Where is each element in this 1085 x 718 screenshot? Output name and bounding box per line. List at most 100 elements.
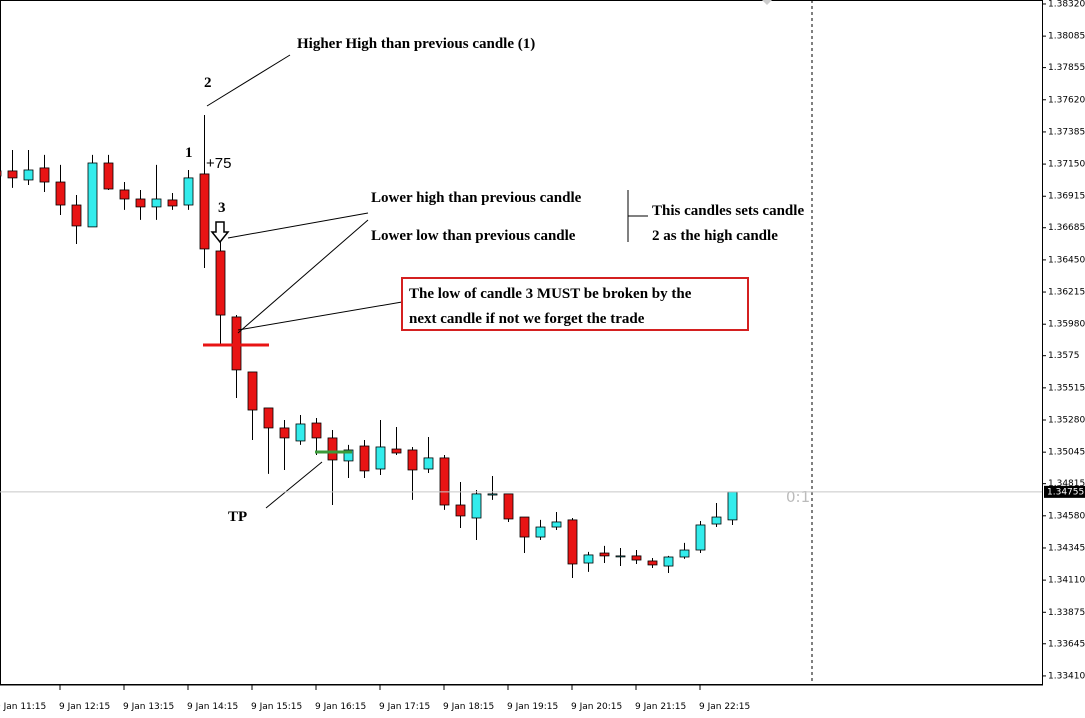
- x-tick-label: 9 Jan 20:15: [571, 702, 622, 712]
- candle-body: [87, 162, 98, 228]
- candle-body: [679, 549, 690, 558]
- pointer-line: [237, 219, 369, 334]
- candle-body: [455, 504, 466, 517]
- y-tick-label: 1.36215: [1048, 288, 1085, 298]
- annotation: next candle if not we forget the trade: [409, 311, 645, 327]
- y-tick-label: 1.35980: [1048, 320, 1085, 330]
- price-label-box: [1044, 485, 1085, 498]
- x-tick-label: 9 Jan 19:15: [507, 702, 558, 712]
- down-arrow: [210, 221, 230, 244]
- annotation: Lower low than previous candle: [371, 228, 576, 244]
- candle-body: [663, 556, 674, 567]
- candle-body: [375, 446, 386, 470]
- candle-body: [343, 449, 354, 462]
- candle-body: [503, 493, 514, 520]
- annotation: 2 as the high candle: [652, 228, 778, 244]
- candle-body: [535, 526, 546, 538]
- candle-body: [615, 555, 626, 558]
- y-tick-label: 1.37150: [1048, 160, 1085, 170]
- pointer-line: [265, 461, 323, 509]
- candle-body: [151, 198, 162, 208]
- candle-body: [263, 407, 274, 429]
- x-tick-label: 9 Jan 17:15: [379, 702, 430, 712]
- candle-body: [103, 162, 114, 190]
- candle-body: [279, 427, 290, 439]
- y-tick-label: 1.34580: [1048, 511, 1085, 521]
- y-tick-label: 1.35280: [1048, 416, 1085, 426]
- pointer-line: [227, 212, 369, 239]
- candle-body: [487, 493, 498, 496]
- candle-body: [407, 449, 418, 471]
- x-tick-label: 9 Jan 15:15: [251, 702, 302, 712]
- candle-body: [647, 560, 658, 566]
- annotation: 0:1: [786, 488, 810, 506]
- candle-body: [471, 493, 482, 519]
- y-tick-label: 1.37385: [1048, 127, 1085, 137]
- annotation: Lower high than previous candle: [371, 190, 582, 206]
- y-tick-label: 1.36685: [1048, 223, 1085, 233]
- candle-body: [519, 516, 530, 538]
- y-tick-label: 1.35515: [1048, 383, 1085, 393]
- candle-body: [711, 516, 722, 525]
- candle-body: [583, 554, 594, 564]
- candle-body: [599, 552, 610, 557]
- price-label: 1.34755: [1047, 487, 1084, 497]
- y-tick-label: 1.33875: [1048, 608, 1085, 618]
- candle-body: [55, 181, 66, 206]
- pointer-line: [206, 54, 291, 107]
- y-tick-label: 1.36915: [1048, 192, 1085, 202]
- candle-body: [135, 198, 146, 208]
- x-tick-label: 9 Jan 16:15: [315, 702, 366, 712]
- candle-body: [7, 170, 18, 179]
- candle-body: [551, 521, 562, 528]
- y-tick-label: 1.34345: [1048, 543, 1085, 553]
- candle-body: [199, 173, 210, 250]
- candle-body: [295, 423, 306, 442]
- annotation: 2: [204, 75, 212, 91]
- candle-body: [23, 169, 34, 181]
- annotation: 3: [218, 200, 226, 216]
- annotation: This candles sets candle: [652, 203, 804, 219]
- candle-body: [567, 519, 578, 565]
- y-tick-label: 1.38320: [1048, 0, 1085, 9]
- candle-body: [631, 555, 642, 561]
- candle-body: [183, 177, 194, 206]
- x-tick-label: 9 Jan 13:15: [123, 702, 174, 712]
- candle-body: [695, 524, 706, 551]
- rule-box: [401, 277, 749, 331]
- y-tick-label: 1.33645: [1048, 639, 1085, 649]
- y-tick-label: 1.33410: [1048, 671, 1085, 681]
- candles: [0, 114, 738, 578]
- annotation: The low of candle 3 MUST be broken by th…: [409, 286, 692, 302]
- candle-body: [359, 445, 370, 472]
- y-tick-label: 1.37620: [1048, 95, 1085, 105]
- candle-body: [423, 457, 434, 470]
- candle-body: [327, 437, 338, 461]
- y-tick-label: 1.35045: [1048, 448, 1085, 458]
- candle-body: [215, 250, 226, 316]
- x-tick-label: 9 Jan 12:15: [59, 702, 110, 712]
- shift-marker: [762, 0, 772, 5]
- y-tick-label: 1.36450: [1048, 255, 1085, 265]
- candle-body: [727, 491, 738, 521]
- x-tick-label: 9 Jan 18:15: [443, 702, 494, 712]
- candle-body: [71, 204, 82, 227]
- pointer-line: [237, 301, 403, 331]
- candle-body: [439, 457, 450, 506]
- annotation: +75: [206, 155, 231, 172]
- annotation: 1: [185, 145, 193, 161]
- candle-body: [391, 448, 402, 454]
- y-tick-label: 1.38085: [1048, 32, 1085, 42]
- candle-body: [311, 422, 322, 439]
- x-tick-label: 9 Jan 14:15: [187, 702, 238, 712]
- y-tick-label: 1.34815: [1048, 479, 1085, 489]
- candle-body: [167, 199, 178, 207]
- x-tick-label: 9 Jan 11:15: [0, 702, 46, 712]
- x-tick-label: 9 Jan 21:15: [635, 702, 686, 712]
- candle-body: [119, 189, 130, 200]
- annotation: TP: [228, 509, 247, 525]
- annotation-lines: [206, 54, 648, 509]
- y-tick-label: 1.37855: [1048, 63, 1085, 73]
- y-tick-label: 1.3575: [1048, 351, 1080, 361]
